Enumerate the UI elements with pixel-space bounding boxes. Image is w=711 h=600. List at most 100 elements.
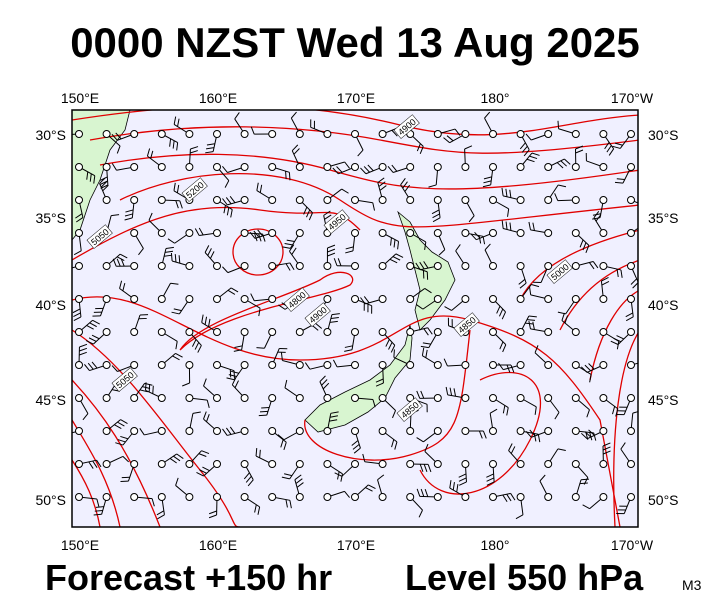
barb-feather: [595, 214, 602, 222]
station: [157, 328, 166, 336]
barb-feather: [363, 166, 370, 173]
barb-feather: [424, 241, 427, 250]
barb-feather: [419, 261, 425, 270]
station: [378, 196, 387, 204]
barb-feather: [525, 133, 532, 141]
station: [599, 163, 608, 171]
barb-feather: [496, 305, 501, 314]
model-label: M3: [682, 577, 702, 593]
barb-feather: [458, 477, 467, 482]
barb-feather: [458, 481, 467, 486]
station: [157, 394, 166, 402]
barb-feather: [482, 430, 487, 439]
barb-feather: [165, 246, 174, 249]
station: [157, 196, 166, 204]
barb-feather: [368, 484, 376, 489]
station: [571, 493, 580, 501]
barb-feather: [229, 426, 236, 434]
barb-feather: [327, 244, 336, 249]
barb-feather: [579, 482, 588, 485]
barb-feather: [96, 498, 100, 507]
station: [544, 427, 553, 435]
station: [268, 262, 277, 270]
station: [489, 394, 497, 402]
barb-feather: [393, 239, 396, 248]
barb-feather: [601, 276, 609, 282]
station: [295, 427, 304, 435]
barb-feather: [452, 482, 455, 491]
barb-feather: [87, 362, 94, 370]
station: [461, 460, 470, 468]
barb-feather: [282, 246, 291, 249]
barb-feather: [333, 258, 338, 266]
station: [240, 229, 249, 237]
station: [323, 394, 332, 402]
barb-feather: [175, 477, 179, 486]
station: [516, 361, 525, 369]
barb-feather: [75, 213, 83, 219]
barb-feather: [208, 318, 211, 327]
barb-feather: [420, 390, 425, 399]
barb-feather: [245, 475, 252, 483]
barb-feather: [290, 111, 297, 119]
barb-feather: [458, 473, 467, 478]
barb-feather: [379, 185, 387, 191]
station: [544, 328, 553, 336]
station: [268, 163, 277, 171]
barb-feather: [456, 484, 459, 493]
barb-feather: [423, 328, 429, 336]
barb-feather: [222, 198, 228, 206]
barb-feather: [93, 175, 96, 184]
barb-feather: [308, 212, 313, 221]
barb-feather: [474, 232, 481, 239]
barb-feather: [122, 282, 126, 291]
barb-feather: [79, 343, 88, 348]
station: [599, 196, 608, 204]
barb-feather: [499, 341, 504, 350]
barb-feather: [416, 390, 421, 399]
barb-feather: [234, 112, 240, 120]
barb-feather: [449, 480, 452, 489]
barb-feather: [291, 247, 297, 255]
station: [240, 427, 249, 435]
station: [627, 493, 635, 501]
barb-feather: [415, 262, 421, 270]
barb-feather: [395, 253, 404, 258]
barb-feather: [170, 282, 179, 285]
station: [433, 295, 442, 303]
station: [544, 361, 553, 369]
barb-feather: [256, 182, 259, 191]
barb-feather: [620, 269, 623, 278]
barb-feather: [331, 313, 340, 316]
barb-feather: [360, 167, 367, 175]
barb-feather: [234, 380, 239, 388]
barb-feather: [116, 145, 121, 154]
barb-feather: [510, 493, 516, 501]
station: [240, 163, 249, 171]
barb-feather: [330, 317, 339, 319]
station: [268, 394, 277, 402]
barb-feather: [501, 311, 507, 320]
barb-feather: [280, 439, 284, 448]
barb-feather: [589, 432, 593, 441]
station: [213, 130, 221, 138]
station: [406, 427, 415, 435]
barb-feather: [206, 143, 215, 146]
barb-feather: [519, 282, 527, 289]
barb-feather: [616, 268, 619, 278]
top-lon-label: 150°E: [61, 90, 99, 106]
station: [599, 328, 608, 336]
south-island: [304, 324, 413, 433]
station: [130, 229, 139, 237]
station: [461, 493, 470, 501]
station: [489, 493, 497, 501]
barb-feather: [116, 256, 125, 261]
station: [461, 361, 470, 369]
top-lon-label: 170°E: [337, 90, 375, 106]
barb-feather: [61, 428, 66, 435]
station: [406, 295, 415, 303]
station: [627, 460, 635, 468]
barb-feather: [201, 450, 210, 455]
barb-feather: [341, 188, 349, 194]
station: [130, 361, 139, 369]
